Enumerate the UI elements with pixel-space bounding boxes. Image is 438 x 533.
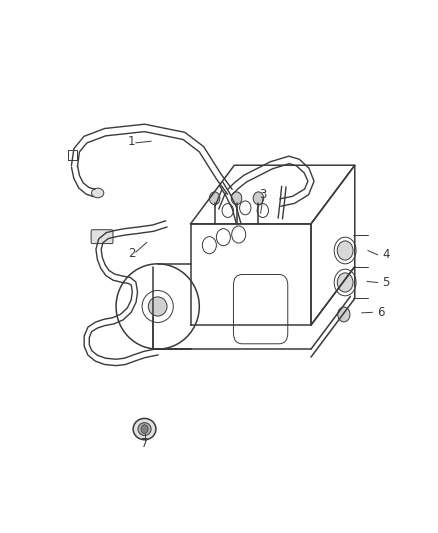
Circle shape (337, 241, 353, 260)
Text: 5: 5 (382, 276, 389, 289)
Circle shape (209, 192, 220, 205)
Text: 6: 6 (377, 306, 384, 319)
Circle shape (231, 192, 242, 205)
Circle shape (338, 307, 350, 322)
Ellipse shape (95, 231, 109, 242)
Ellipse shape (133, 418, 156, 440)
FancyBboxPatch shape (91, 230, 113, 244)
Circle shape (337, 273, 353, 292)
Text: 1: 1 (127, 135, 135, 148)
Text: 2: 2 (127, 247, 135, 260)
Ellipse shape (148, 297, 167, 316)
Circle shape (141, 425, 148, 433)
Text: 3: 3 (259, 188, 266, 201)
Circle shape (253, 192, 264, 205)
Ellipse shape (138, 423, 151, 435)
Text: 4: 4 (382, 248, 389, 261)
Text: 7: 7 (141, 438, 148, 450)
Ellipse shape (92, 188, 104, 198)
